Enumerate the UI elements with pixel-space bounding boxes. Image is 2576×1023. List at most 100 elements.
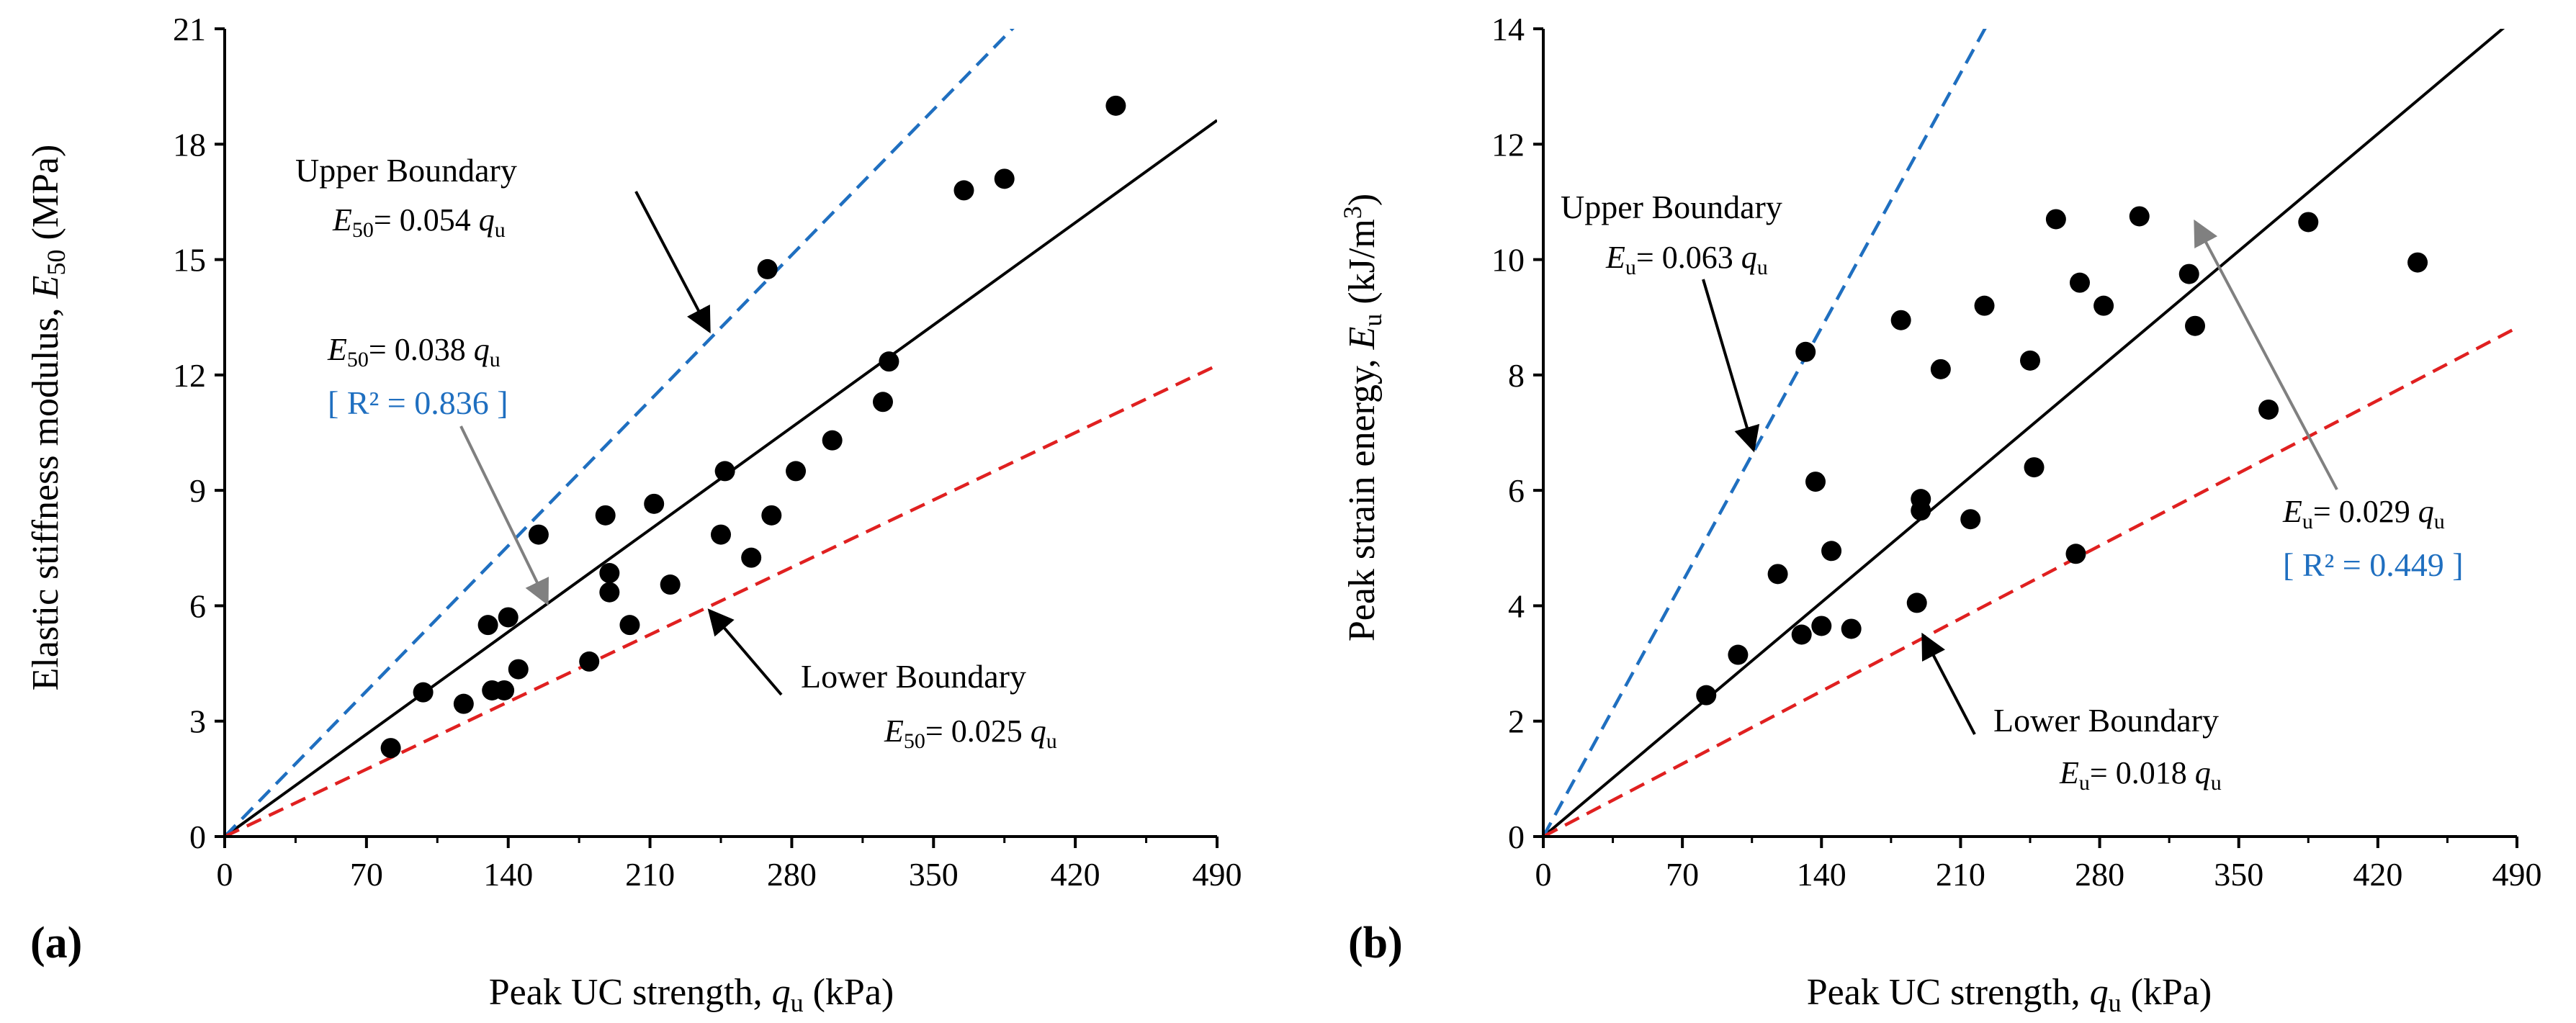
panel-a-fit-arrow <box>459 425 549 606</box>
panel-a-y-axis-label: Elastic stiffness modulus, E50 (MPa) <box>25 145 71 691</box>
panel-b-upper-arrow <box>1702 279 1760 453</box>
panel-a-x-ticks: 0 70 140 210 280 350 420 490 <box>217 837 1242 893</box>
panel-b-label: (b) <box>1348 919 1403 968</box>
panel-b-xlabel-post: (kPa) <box>2122 972 2212 1013</box>
panel-a-fit-r2: [ R² = 0.836 ] <box>328 384 508 421</box>
panel-b-x-tick-label-6: 420 <box>2353 856 2402 893</box>
panel-a-y-tick-label-3: 9 <box>189 472 206 509</box>
panel-a-x-tick-label-1: 70 <box>350 856 383 893</box>
panel-b-x-axis-label: Peak UC strength, qu (kPa) <box>1807 972 2212 1017</box>
panel-a-lower-eq: E50= 0.025 qu <box>884 713 1057 753</box>
panel-a-y-tick-label-7: 21 <box>173 11 206 48</box>
panel-b-point-9 <box>1890 310 1911 330</box>
panel-b-y-tick-label-5: 10 <box>1491 242 1525 279</box>
panel-a: 0 3 6 9 12 15 18 21 0 70 140 210 280 350 420 490 Elast… <box>25 11 1242 1017</box>
panel-b-upper-eq-sub: u <box>1625 256 1636 279</box>
panel-a-point-9 <box>579 651 600 672</box>
panel-a-label: (a) <box>30 919 82 968</box>
panel-a-upper-eq: E50= 0.054 qu <box>332 202 506 242</box>
panel-b-x-tick-label-2: 140 <box>1797 856 1846 893</box>
panel-b-point-19 <box>2065 544 2086 564</box>
panel-a-fit-eq-var: E <box>327 332 347 367</box>
panel-a-axes <box>223 29 1217 838</box>
panel-b-point-23 <box>2178 263 2199 284</box>
panel-b-point-21 <box>2093 295 2114 316</box>
panel-b-lower-eq-mid: = 0.018 <box>2090 755 2195 790</box>
panel-a-point-7 <box>508 659 529 680</box>
panel-b-point-15 <box>1974 295 1995 316</box>
panel-a-point-16 <box>711 524 731 545</box>
panel-b-point-18 <box>2045 209 2066 230</box>
panel-a-point-0 <box>380 738 401 759</box>
panel-b-points <box>1696 206 2428 706</box>
panel-a-point-14 <box>644 493 665 514</box>
panel-a-point-10 <box>595 505 616 526</box>
panel-a-lower-eq-var: E <box>884 713 904 749</box>
panel-a-point-1 <box>413 682 434 703</box>
panel-b-y-tick-label-7: 14 <box>1491 11 1525 48</box>
panel-b-y-tick-label-0: 0 <box>1508 819 1525 855</box>
panel-a-lower-eq-qsub: u <box>1046 729 1057 753</box>
panel-a-upper-eq-var: E <box>332 202 352 238</box>
panel-a-fit-eq-mid: = 0.038 <box>369 332 474 367</box>
panel-b-upper-title: Upper Boundary <box>1561 189 1782 225</box>
panel-b-point-3 <box>1791 624 1812 645</box>
panel-a-x-tick-label-3: 210 <box>625 856 675 893</box>
panel-a-point-23 <box>872 392 893 413</box>
panel-b-ylabel-pre: Peak strain energy, <box>1342 349 1383 641</box>
panel-a-y-tick-label-0: 0 <box>189 819 206 855</box>
panel-a-upper-eq-q: q <box>479 202 495 238</box>
panel-a-ylabel-sub: 50 <box>42 250 71 276</box>
panel-a-upper-eq-mid: = 0.054 <box>374 202 479 238</box>
panel-b-fit-r2: [ R² = 0.449 ] <box>2283 546 2464 583</box>
panel-a-y-tick-label-2: 6 <box>189 587 206 624</box>
panel-b-upper-eq-mid: = 0.063 <box>1636 240 1741 275</box>
panel-a-point-2 <box>453 693 474 714</box>
panel-b-y-tick-label-4: 8 <box>1508 357 1525 394</box>
panel-b-point-4 <box>1795 341 1816 362</box>
panel-a-ylabel-post: (MPa) <box>25 145 66 250</box>
panel-b-point-20 <box>2069 272 2090 293</box>
panel-b-lower-title: Lower Boundary <box>1993 702 2219 739</box>
panel-b-y-tick-label-6: 12 <box>1491 126 1525 163</box>
panel-b-point-25 <box>2258 399 2279 420</box>
panel-a-lower-eq-sub: 50 <box>904 729 925 753</box>
panel-a-point-13 <box>619 615 640 636</box>
panel-a-upper-arrow <box>634 191 711 334</box>
panel-b-fit-eq-sub: u <box>2302 510 2313 533</box>
panel-a-y-tick-label-1: 3 <box>189 703 206 740</box>
panel-b-ylabel-post: (kJ/m <box>1342 219 1383 313</box>
panel-b-point-17 <box>2024 457 2045 478</box>
panel-b-point-12 <box>1911 500 1931 521</box>
panel-a-xlabel-pre: Peak UC strength, <box>489 972 772 1013</box>
panel-a-ylabel-pre: Elastic stiffness modulus, <box>25 298 66 690</box>
panel-a-y-tick-label-4: 12 <box>173 357 206 394</box>
panel-b-point-5 <box>1805 472 1826 492</box>
panel-b-upper-eq: Eu= 0.063 qu <box>1605 240 1768 279</box>
panel-a-fit-eq-sub: 50 <box>347 348 369 371</box>
panel-a-ylabel-var: E <box>25 276 66 299</box>
panel-a-point-24 <box>879 351 899 372</box>
panel-b-point-22 <box>2129 206 2150 227</box>
panel-b-lower-arrow <box>1921 632 1976 735</box>
panel-a-point-6 <box>498 607 519 628</box>
panel-b-x-tick-label-0: 0 <box>1535 856 1552 893</box>
panel-a-xlabel-post: (kPa) <box>804 972 894 1013</box>
panel-a-x-tick-label-2: 140 <box>483 856 533 893</box>
panel-b-lower-eq: Eu= 0.018 qu <box>2059 755 2222 795</box>
panel-a-xlabel-var: q <box>772 972 791 1013</box>
panel-a-upper-eq-sub: 50 <box>352 218 374 242</box>
panel-b-point-14 <box>1960 509 1981 530</box>
panel-a-point-25 <box>953 180 974 201</box>
panel-a-point-27 <box>1105 95 1126 116</box>
panel-b-lower-eq-var: E <box>2059 755 2079 790</box>
panel-b-point-6 <box>1811 616 1832 636</box>
panel-b-point-8 <box>1841 618 1862 639</box>
panel-a-point-3 <box>477 615 498 636</box>
panel-b-point-1 <box>1728 644 1749 665</box>
panel-a-lower-eq-q: q <box>1031 713 1046 749</box>
panel-b-x-tick-label-1: 70 <box>1666 856 1699 893</box>
panel-b-upper-eq-q: q <box>1741 240 1757 275</box>
panel-a-point-12 <box>599 582 620 603</box>
panel-a-fit-eq-qsub: u <box>490 348 501 371</box>
